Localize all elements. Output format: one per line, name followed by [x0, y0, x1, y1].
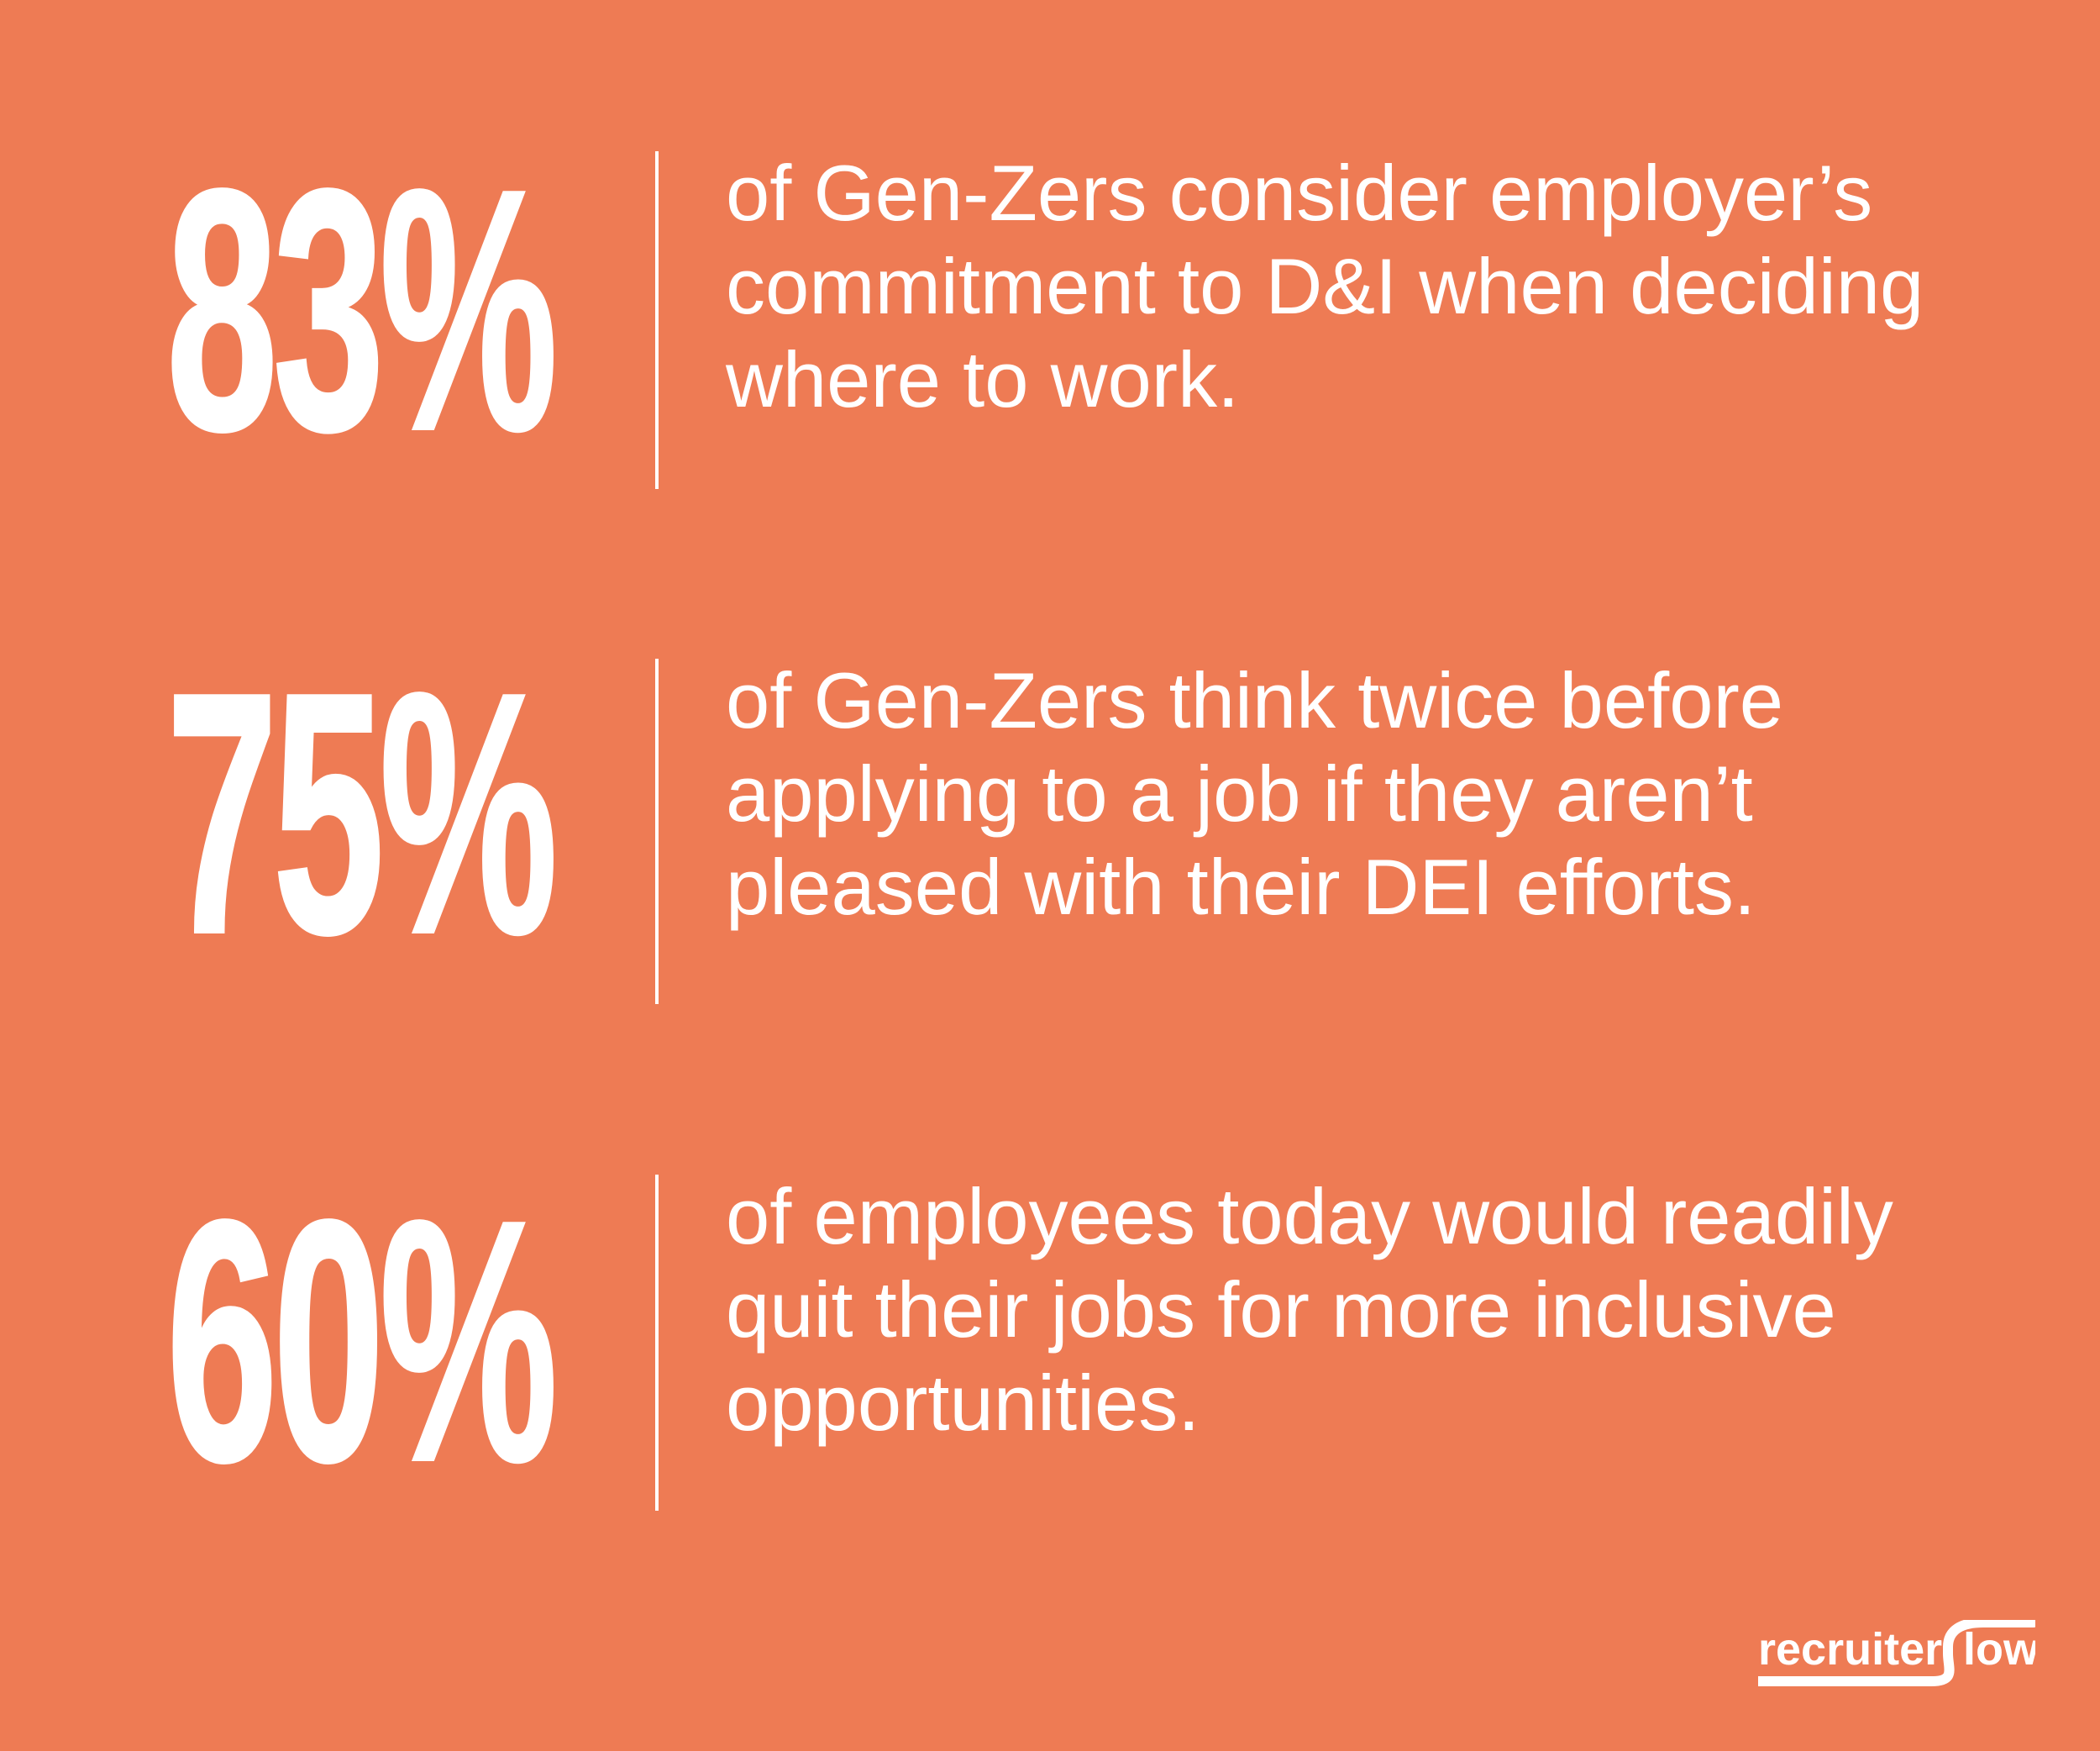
svg-text:low: low — [1963, 1624, 2035, 1675]
svg-text:recruiter: recruiter — [1758, 1624, 1942, 1675]
